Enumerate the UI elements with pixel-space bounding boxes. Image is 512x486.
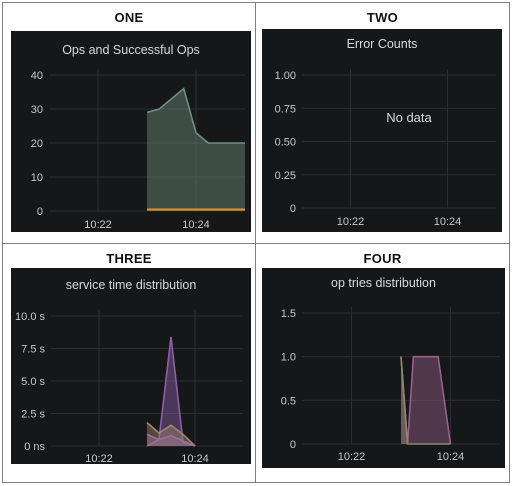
chart-service-time: 0 ns 2.5 s 5.0 s 7.5 s 10.0 s 10:22 10:24 xyxy=(15,310,243,464)
y-tick-label: 10 xyxy=(31,172,43,184)
y-tick-label: 10.0 s xyxy=(15,311,45,323)
quadrant-label-one: ONE xyxy=(114,10,144,25)
y-tick-label: 1.00 xyxy=(275,70,296,82)
chart-op-tries: 0 0.5 1.0 1.5 10:22 10:24 xyxy=(281,307,500,463)
chart-panel-four: op tries distribution 0 0.5 1.0 1.5 10:22 10:… xyxy=(262,268,505,468)
y-tick-label: 1.0 xyxy=(281,352,296,364)
x-tick-label: 10:22 xyxy=(84,219,112,231)
x-tick-label: 10:24 xyxy=(434,216,462,228)
x-tick-label: 10:22 xyxy=(337,216,365,228)
y-tick-label: 1.5 xyxy=(281,308,296,320)
chart-title: Error Counts xyxy=(346,37,418,51)
frame-border xyxy=(509,2,510,483)
series-area xyxy=(401,356,451,444)
y-tick-label: 5.0 s xyxy=(21,376,45,388)
y-tick-label: 30 xyxy=(31,104,43,116)
x-tick-label: 10:24 xyxy=(437,451,465,463)
series-area xyxy=(401,356,451,444)
y-tick-label: 0 xyxy=(37,206,43,218)
no-data-text: No data xyxy=(386,110,432,125)
chart-panel-one: Ops and Successful Ops 0 10 20 30 40 10:22 10:… xyxy=(11,31,251,232)
y-tick-label: 7.5 s xyxy=(21,344,45,356)
y-tick-label: 0 xyxy=(290,439,296,451)
chart-title: Ops and Successful Ops xyxy=(62,43,200,57)
chart-title: service time distribution xyxy=(65,278,197,292)
series-line xyxy=(146,421,196,447)
y-tick-label: 0 ns xyxy=(24,441,45,453)
frame-border xyxy=(2,2,3,483)
series-line xyxy=(146,433,196,447)
y-tick-label: 0.50 xyxy=(275,137,296,149)
chart-title: op tries distribution xyxy=(331,276,436,290)
x-tick-label: 10:22 xyxy=(85,453,113,464)
chart-ops: 0 10 20 30 40 10:22 10:24 xyxy=(31,69,245,231)
series-line xyxy=(400,356,451,445)
series-area xyxy=(147,336,195,446)
x-tick-label: 10:24 xyxy=(181,453,209,464)
series-area xyxy=(147,88,245,211)
series-line xyxy=(146,87,245,144)
y-tick-label: 0 xyxy=(290,203,296,215)
quadrant-label-four: FOUR xyxy=(363,251,402,266)
series-area xyxy=(147,434,195,446)
chart-panel-three: service time distribution 0 ns 2.5 s 5.0 s… xyxy=(11,268,251,464)
frame-divider-horizontal xyxy=(2,243,510,244)
chart-panel-two: Error Counts 0 0.25 0.50 0.75 1.00 10:22 10:24… xyxy=(262,29,502,232)
frame-divider-vertical xyxy=(255,2,256,483)
y-tick-label: 0.75 xyxy=(275,103,296,115)
x-tick-label: 10:22 xyxy=(338,451,366,463)
y-tick-label: 20 xyxy=(31,138,43,150)
y-tick-label: 2.5 s xyxy=(21,409,45,421)
quadrant-label-three: THREE xyxy=(106,251,152,266)
quadrant-label-two: TWO xyxy=(366,10,399,25)
y-tick-label: 40 xyxy=(31,70,43,82)
y-tick-label: 0.5 xyxy=(281,395,296,407)
x-tick-label: 10:24 xyxy=(182,219,210,231)
chart-errors: 0 0.25 0.50 0.75 1.00 10:22 10:24 No data xyxy=(275,69,496,228)
y-tick-label: 0.25 xyxy=(275,170,296,182)
frame-border xyxy=(2,2,510,3)
frame-border xyxy=(2,482,510,483)
